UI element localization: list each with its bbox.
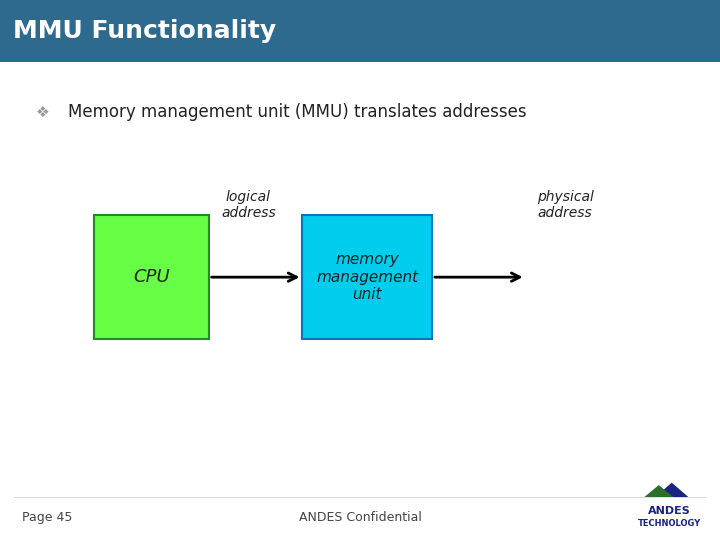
Bar <box>302 215 432 339</box>
Text: physical
address: physical address <box>537 190 593 220</box>
Bar <box>94 215 209 339</box>
Text: TECHNOLOGY: TECHNOLOGY <box>638 519 701 528</box>
Text: memory
management
unit: memory management unit <box>316 252 418 302</box>
Text: Page 45: Page 45 <box>22 510 72 524</box>
Text: CPU: CPU <box>133 268 169 286</box>
Text: ANDES: ANDES <box>648 507 691 516</box>
Text: MMU Functionality: MMU Functionality <box>13 19 276 43</box>
Text: Memory management unit (MMU) translates addresses: Memory management unit (MMU) translates … <box>68 103 527 122</box>
Polygon shape <box>644 485 673 497</box>
Text: ❖: ❖ <box>36 105 50 120</box>
Text: logical
address: logical address <box>221 190 276 220</box>
Polygon shape <box>655 483 688 497</box>
Text: ANDES Confidential: ANDES Confidential <box>299 510 421 524</box>
